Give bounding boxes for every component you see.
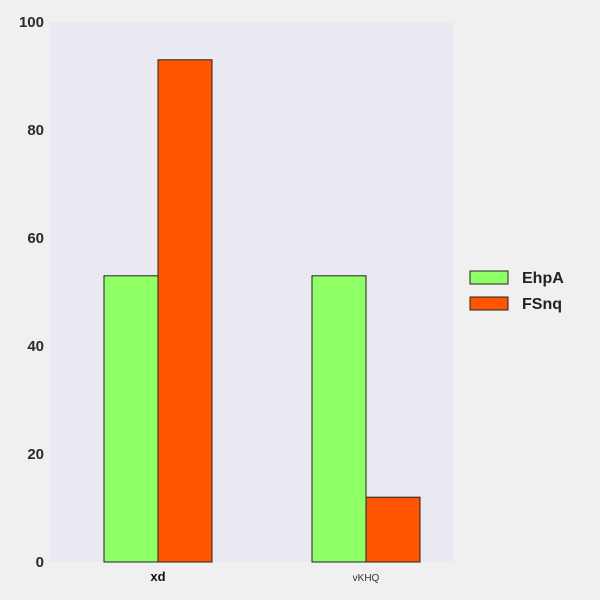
- legend-swatch-FSnq: [469, 296, 509, 311]
- y-tick-label: 0: [36, 554, 44, 571]
- bar-EhpA-vKHQ: [311, 275, 367, 563]
- y-tick-label: 60: [27, 230, 44, 247]
- bar-FSnq-xd: [157, 59, 213, 563]
- bar-EhpA-xd: [103, 275, 159, 563]
- x-axis-ticks: xd vKHQ: [150, 569, 379, 584]
- bar-FSnq-vKHQ: [365, 496, 421, 563]
- x-tick-label: vKHQ: [353, 573, 380, 584]
- bars: [103, 59, 421, 563]
- legend: EhpA FSnq: [469, 270, 564, 313]
- x-tick-label: xd: [150, 569, 165, 584]
- y-tick-label: 40: [27, 338, 44, 355]
- legend-label-EhpA: EhpA: [522, 270, 564, 287]
- y-axis-ticks: 0 20 40 60 80 100: [19, 14, 44, 571]
- legend-swatch-EhpA: [469, 270, 509, 285]
- y-tick-label: 100: [19, 14, 44, 31]
- y-tick-label: 20: [27, 446, 44, 463]
- legend-label-FSnq: FSnq: [522, 296, 562, 313]
- y-tick-label: 80: [27, 122, 44, 139]
